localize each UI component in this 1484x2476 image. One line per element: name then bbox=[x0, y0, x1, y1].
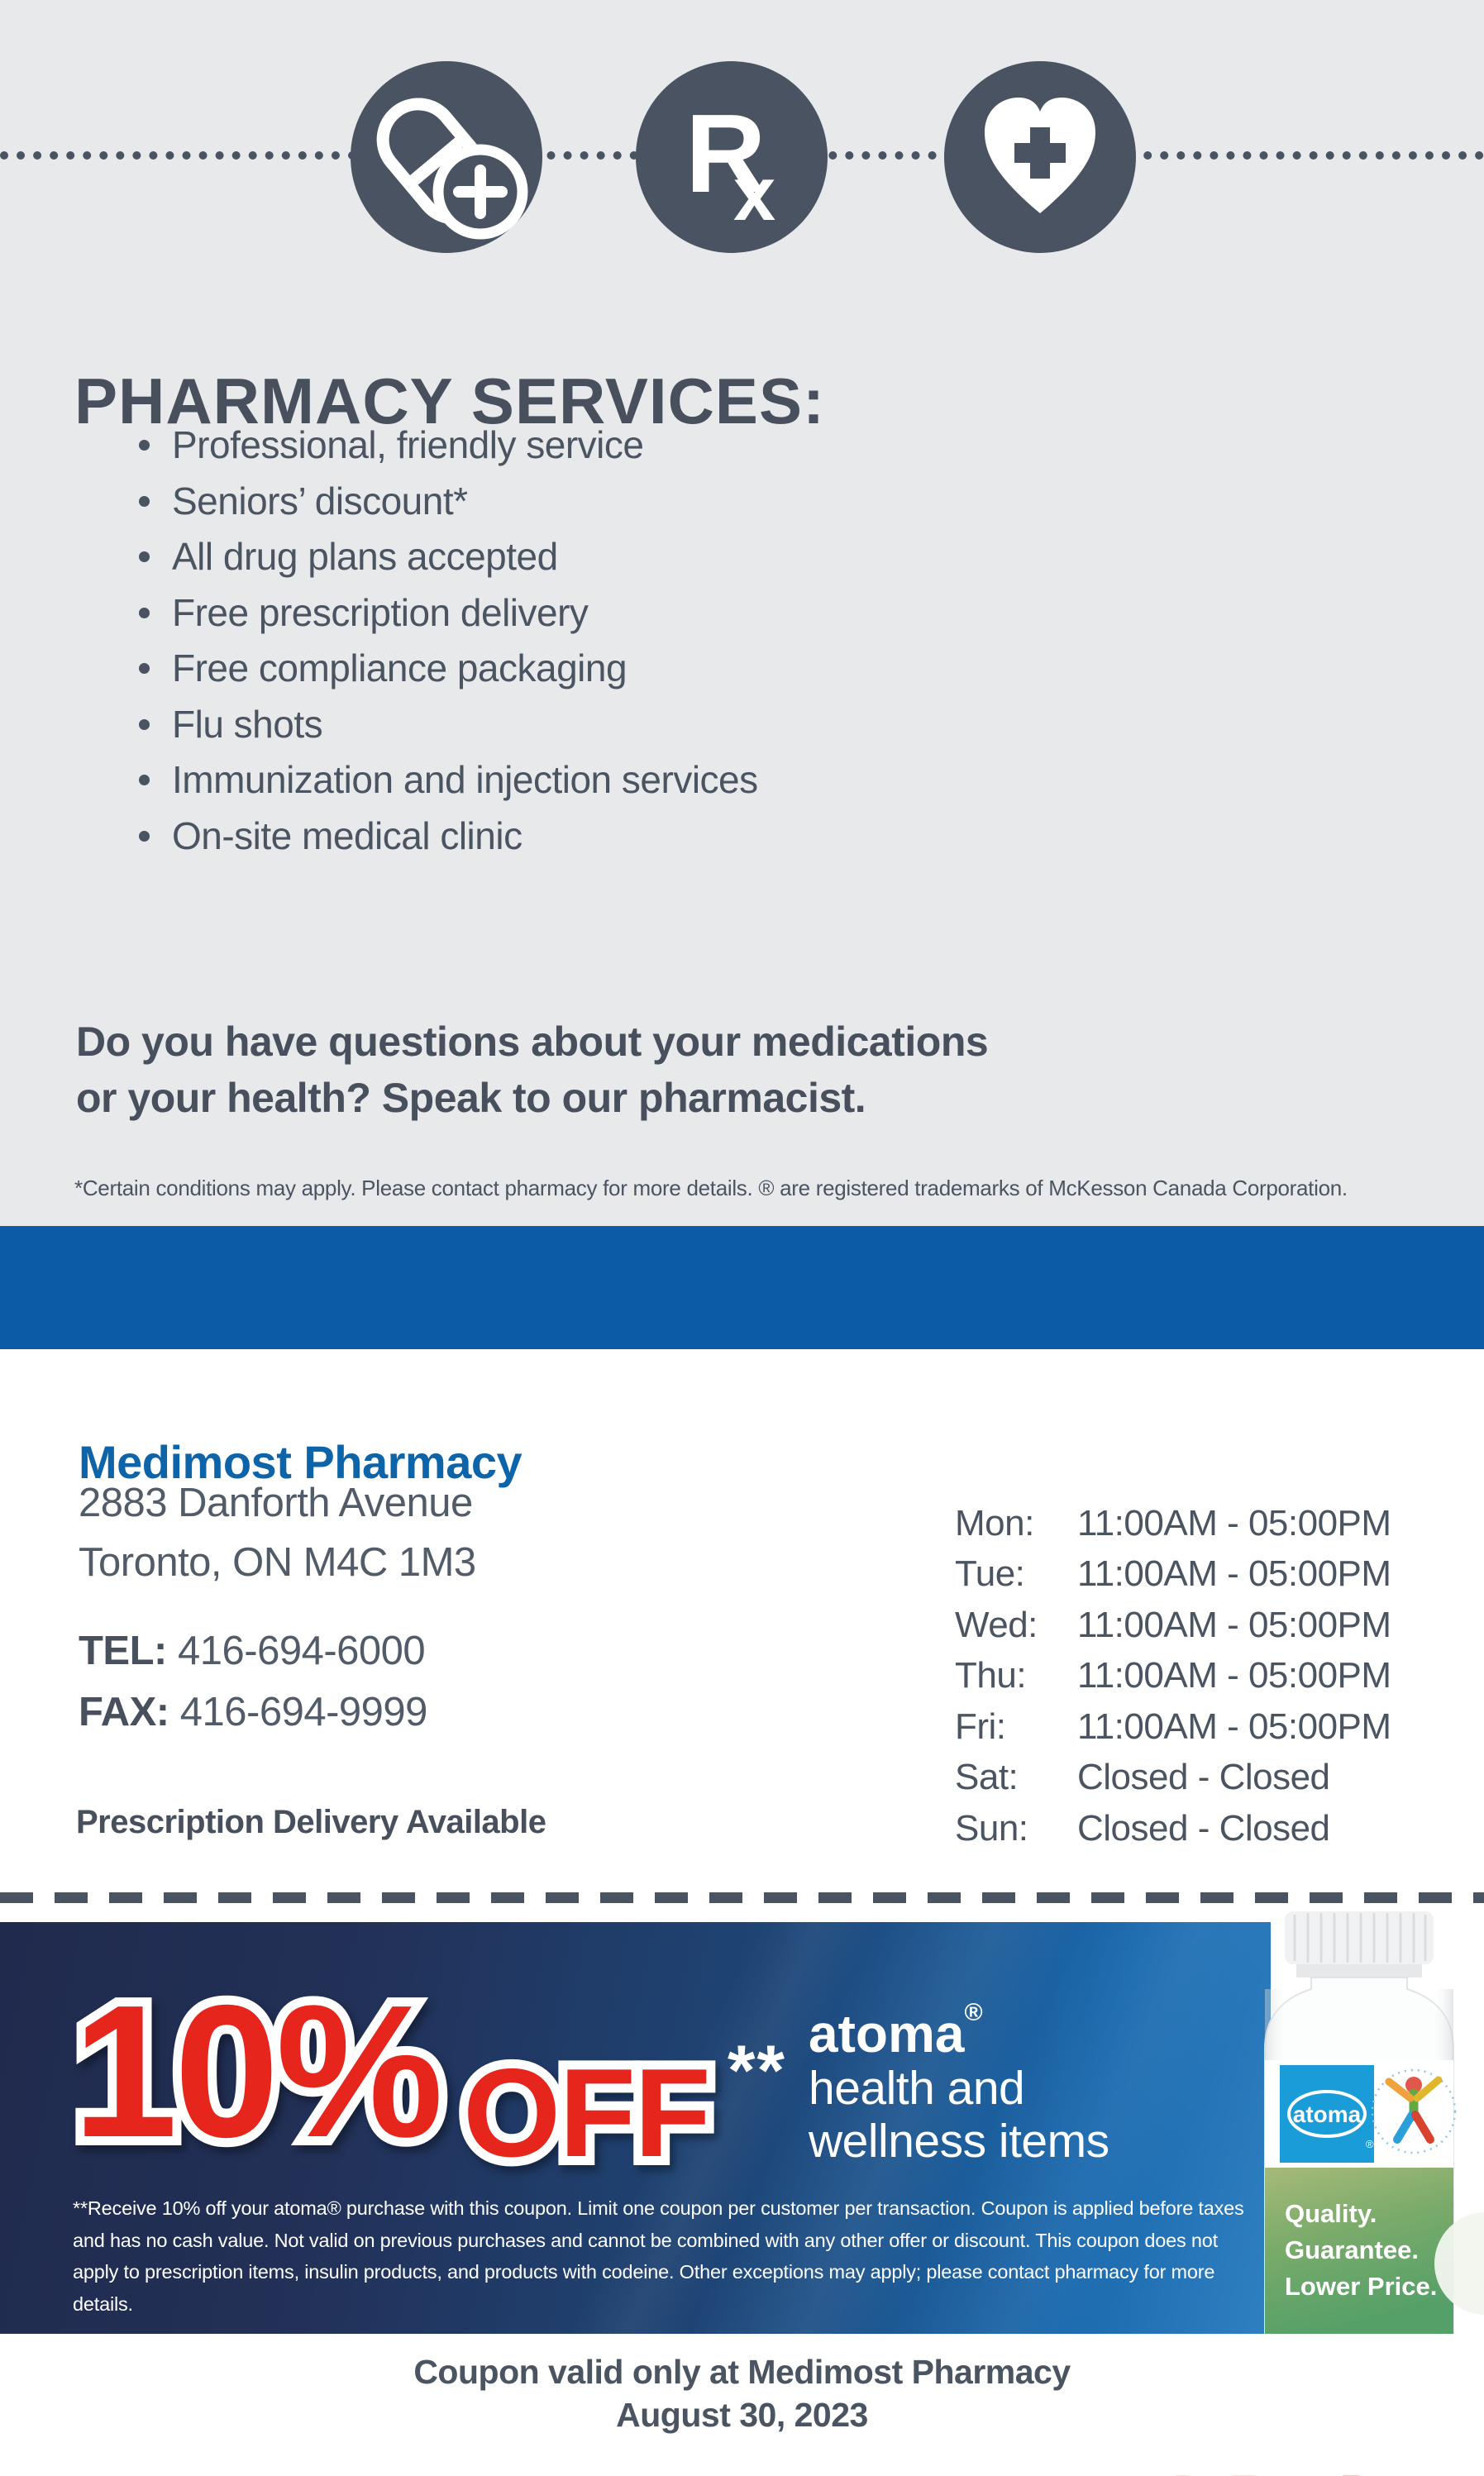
pharmacy-address: 2883 Danforth Avenue Toronto, ON M4C 1M3 bbox=[79, 1473, 476, 1592]
hours-time: 11:00AM - 05:00PM bbox=[1077, 1553, 1391, 1595]
address-line-2: Toronto, ON M4C 1M3 bbox=[79, 1540, 476, 1585]
services-section: R x PHARMACY SERVICES: Professional, fri… bbox=[0, 0, 1484, 1226]
coupon-fine-print: **Receive 10% off your atoma® purchase w… bbox=[73, 2197, 1244, 2315]
hours-time: 11:00AM - 05:00PM bbox=[1077, 1655, 1391, 1696]
hours-row: Thu: 11:00AM - 05:00PM bbox=[955, 1651, 1391, 1702]
atoma-brand: atoma® bbox=[809, 1999, 983, 2063]
hours-table: Mon: 11:00AM - 05:00PM Tue: 11:00AM - 05… bbox=[955, 1498, 1391, 1854]
atoma-label-logo bbox=[1280, 2065, 1374, 2163]
question-line-1: Do you have questions about your medicat… bbox=[76, 1019, 989, 1065]
service-item: Flu shots bbox=[139, 697, 758, 753]
hours-row: Wed: 11:00AM - 05:00PM bbox=[955, 1600, 1391, 1651]
heart-cross-icon bbox=[944, 61, 1136, 253]
rx-letter-x: x bbox=[733, 152, 775, 236]
green-label-line-2: Guarantee. bbox=[1285, 2235, 1419, 2264]
ida-brand-bar: I•D•A I•D•A I•D•A ® bbox=[0, 1226, 1484, 2476]
pharmacy-contact: TEL: 416-694-6000 FAX: 416-694-9999 bbox=[79, 1620, 427, 1743]
atoma-label-text: atoma bbox=[1293, 2101, 1362, 2127]
service-item: Seniors’ discount* bbox=[139, 474, 758, 530]
tel-label: TEL: bbox=[79, 1629, 167, 1673]
coupon-cut-line bbox=[0, 1892, 1484, 1903]
hours-day: Tue: bbox=[955, 1553, 1025, 1595]
fax-line: FAX: 416-694-9999 bbox=[79, 1682, 427, 1743]
ida-logo: I•D•A I•D•A I•D•A ® bbox=[1164, 2459, 1418, 2476]
rx-icon: R x bbox=[636, 61, 828, 253]
address-line-1: 2883 Danforth Avenue bbox=[79, 1481, 473, 1525]
service-item: Free compliance packaging bbox=[139, 641, 758, 697]
hours-time: 11:00AM - 05:00PM bbox=[1077, 1604, 1391, 1645]
hours-row: Tue: 11:00AM - 05:00PM bbox=[955, 1549, 1391, 1601]
fax-number: 416-694-9999 bbox=[179, 1690, 428, 1734]
pharmacy-name: Medimost Pharmacy bbox=[79, 1436, 523, 1489]
hours-day: Thu: bbox=[955, 1655, 1027, 1696]
page-title: PHARMACY SERVICES: bbox=[74, 365, 825, 438]
service-item: Free prescription delivery bbox=[139, 585, 758, 642]
ida-logo-outline-white: I•D•A bbox=[1171, 2464, 1383, 2476]
atoma-brand-text: atoma bbox=[809, 2004, 965, 2063]
hours-day: Fri: bbox=[955, 1706, 1006, 1747]
hours-time: Closed - Closed bbox=[1077, 1757, 1330, 1798]
hours-row: Sat: Closed - Closed bbox=[955, 1753, 1391, 1804]
tagline-line-1: health and bbox=[809, 2062, 1025, 2115]
hours-time: Closed - Closed bbox=[1077, 1807, 1330, 1849]
tel-line: TEL: 416-694-6000 bbox=[79, 1620, 427, 1682]
hours-row: Sun: Closed - Closed bbox=[955, 1803, 1391, 1854]
hours-day: Wed: bbox=[955, 1604, 1038, 1645]
hours-day: Sun: bbox=[955, 1807, 1028, 1849]
atoma-figure-icon bbox=[1371, 2068, 1457, 2154]
atoma-product-bottle: atoma ® Quality. Guarantee. bbox=[1242, 1906, 1484, 2334]
ida-registered-mark: ® bbox=[1402, 2469, 1418, 2476]
off-word-outline: OFF bbox=[454, 2041, 720, 2185]
coupon-background bbox=[0, 1922, 1271, 2334]
valid-date-text: August 30, 2023 bbox=[616, 2396, 868, 2434]
ida-logo-outline-red: I•D•A bbox=[1171, 2464, 1383, 2476]
double-asterisk: ** bbox=[728, 2031, 786, 2111]
hours-row: Mon: 11:00AM - 05:00PM bbox=[955, 1498, 1391, 1549]
green-label-line-3: Lower Price. bbox=[1285, 2272, 1437, 2301]
off-word: OFF OFF bbox=[454, 2041, 720, 2185]
ida-logo-letters: I•D•A bbox=[1171, 2464, 1383, 2476]
hours-day: Sat: bbox=[955, 1757, 1019, 1798]
hours-day: Mon: bbox=[955, 1502, 1034, 1543]
atoma-label-reg: ® bbox=[1366, 2138, 1374, 2150]
coupon-tagline: health and wellness items bbox=[809, 2062, 1109, 2168]
atoma-registered-mark: ® bbox=[964, 1999, 983, 2026]
off-word-text: OFF bbox=[463, 2043, 711, 2183]
delivery-note: Prescription Delivery Available bbox=[76, 1804, 546, 1840]
tagline-line-2: wellness items bbox=[809, 2115, 1109, 2168]
hours-row: Fri: 11:00AM - 05:00PM bbox=[955, 1701, 1391, 1753]
question-text: Do you have questions about your medicat… bbox=[76, 1014, 989, 1126]
conditions-disclaimer: *Certain conditions may apply. Please co… bbox=[74, 1176, 1348, 1200]
tel-number: 416-694-6000 bbox=[178, 1629, 426, 1673]
green-label-line-1: Quality. bbox=[1285, 2199, 1377, 2228]
hours-time: 11:00AM - 05:00PM bbox=[1077, 1502, 1391, 1543]
question-line-2: or your health? Speak to our pharmacist. bbox=[76, 1075, 866, 1121]
service-item: On-site medical clinic bbox=[139, 809, 758, 865]
coupon-validity-footer: Coupon valid only at Medimost Pharmacy A… bbox=[0, 2350, 1484, 2436]
pills-plus-icon bbox=[351, 61, 542, 253]
service-item: Immunization and injection services bbox=[139, 752, 758, 809]
hours-time: 11:00AM - 05:00PM bbox=[1077, 1706, 1391, 1747]
rx-letter-r: R bbox=[685, 91, 766, 216]
services-list: Professional, friendly service Seniors’ … bbox=[139, 417, 758, 864]
service-item: Professional, friendly service bbox=[139, 417, 758, 474]
bottle-green-label bbox=[1265, 2168, 1453, 2334]
discount-amount: 10% 10% bbox=[64, 1967, 452, 2177]
service-item: All drug plans accepted bbox=[139, 529, 758, 585]
fax-label: FAX: bbox=[79, 1690, 169, 1734]
discount-amount-text: 10% bbox=[73, 1967, 443, 2177]
discount-amount-outline: 10% bbox=[64, 1967, 452, 2177]
valid-location-text: Coupon valid only at Medimost Pharmacy bbox=[413, 2353, 1071, 2391]
